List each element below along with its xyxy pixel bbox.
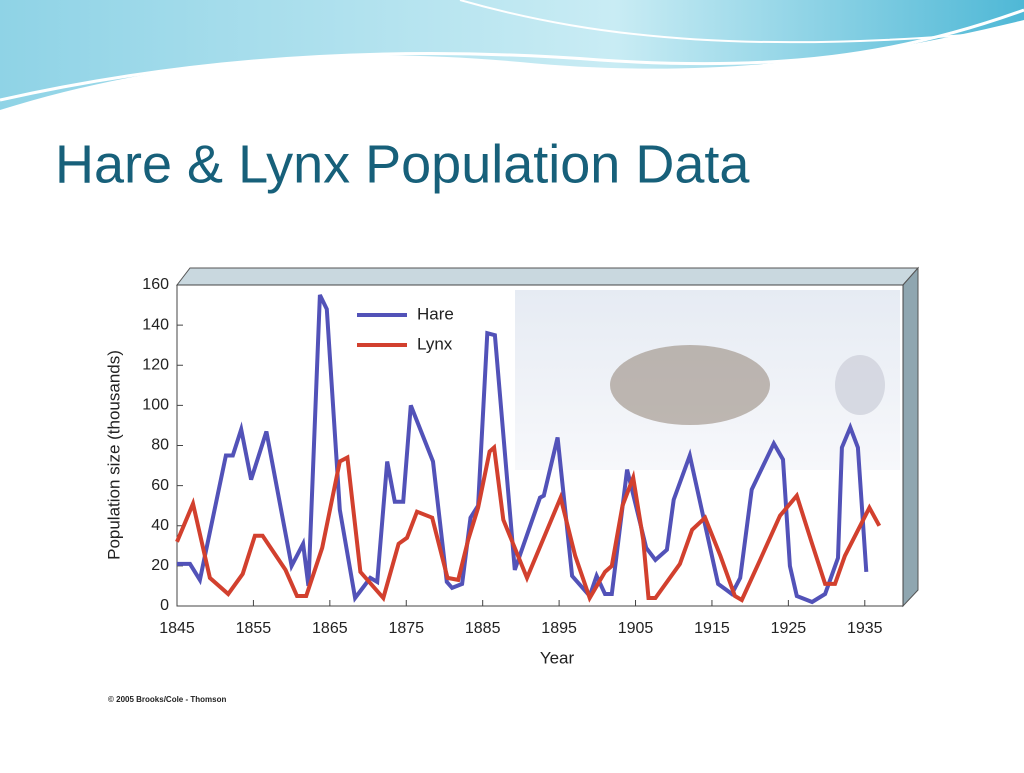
x-tick-label: 1935 [847,620,883,637]
x-tick-label: 1855 [236,620,272,637]
credit: © 2005 Brooks/Cole - Thomson [108,695,226,704]
hare-illustration [835,355,885,415]
y-tick-label: 120 [142,356,169,373]
y-tick-label: 80 [151,437,169,454]
x-tick-label: 1905 [618,620,654,637]
series-line [177,294,869,605]
x-tick-label: 1895 [541,620,577,637]
y-tick-label: 100 [142,397,169,414]
y-tick-label: 40 [151,517,169,534]
slide-title: Hare & Lynx Population Data [55,134,750,194]
y-tick-label: 160 [142,276,169,293]
plot: 0 20 40 60 80 100 120 140 160 1845 1855 1865 1875 188… [142,276,882,637]
x-tick-label: 1915 [694,620,730,637]
y-tick-label: 60 [151,477,169,494]
lynx-illustration [610,345,770,425]
header-wave-line [459,0,1024,44]
x-tick-label: 1925 [771,620,807,637]
header-wave-line [0,8,1024,102]
series-line [175,443,882,603]
x-tick-label: 1845 [159,620,195,637]
y-axis-label: Population size (thousands) [104,350,123,560]
frame-side [902,266,919,608]
frame-top [175,267,920,286]
y-tick-label: 20 [151,557,169,574]
y-tick-label: 140 [142,316,169,333]
x-tick-label: 1885 [465,620,501,637]
legend-label: Lynx [417,334,453,353]
x-tick-label: 1865 [312,620,348,637]
legend-label: Hare [417,304,454,323]
y-tick-label: 0 [160,597,169,614]
x-tick-label: 1875 [388,620,424,637]
x-axis-label: Year [540,648,575,667]
